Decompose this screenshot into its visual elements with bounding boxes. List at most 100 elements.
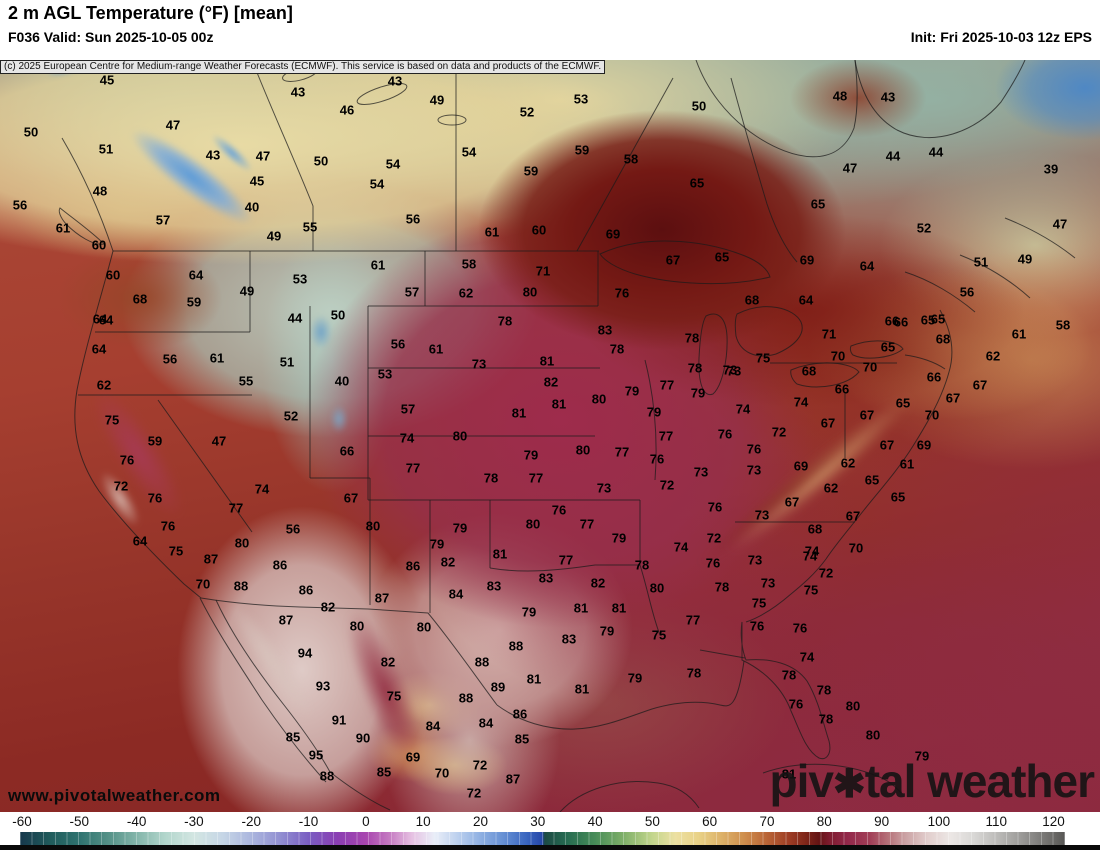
temp-value-label: 73 — [596, 480, 612, 496]
temp-value-label: 61 — [428, 341, 444, 357]
temp-value-label: 86 — [272, 557, 288, 573]
temp-value-label: 81 — [539, 353, 555, 369]
temp-value-label: 88 — [233, 578, 249, 594]
temp-value-label: 80 — [522, 284, 538, 300]
colorbar-tick-label: -20 — [241, 814, 261, 829]
temp-value-label: 80 — [234, 535, 250, 551]
temp-value-label: 67 — [665, 252, 681, 268]
temp-value-label: 51 — [98, 141, 114, 157]
temp-value-label: 44 — [885, 148, 901, 164]
temp-value-label: 59 — [574, 142, 590, 158]
temp-value-label: 73 — [471, 356, 487, 372]
bottom-black-bar — [0, 845, 1100, 850]
temp-value-label: 77 — [405, 460, 421, 476]
temp-value-label: 68 — [807, 521, 823, 537]
field-blob-wyoming-cold — [310, 315, 332, 349]
temp-value-label: 78 — [781, 667, 797, 683]
init-time-label: Init: Fri 2025-10-03 12z EPS — [910, 29, 1092, 45]
temp-value-label: 71 — [535, 263, 551, 279]
temp-value-label: 74 — [399, 430, 415, 446]
temp-value-label: 78 — [684, 330, 700, 346]
temp-value-label: 87 — [374, 590, 390, 606]
temp-value-label: 56 — [959, 284, 975, 300]
temp-value-label: 64 — [91, 341, 107, 357]
temp-value-label: 61 — [209, 350, 225, 366]
temp-value-label: 53 — [573, 91, 589, 107]
colorbar-tick-label: 0 — [362, 814, 370, 829]
colorbar-tick-label: -60 — [12, 814, 32, 829]
temp-value-label: 65 — [880, 339, 896, 355]
temp-value-label: 78 — [816, 682, 832, 698]
temp-value-label: 66 — [884, 313, 900, 329]
temp-value-label: 78 — [818, 711, 834, 727]
temp-value-label: 49 — [429, 92, 445, 108]
temp-value-label: 77 — [579, 516, 595, 532]
temp-value-label: 80 — [575, 442, 591, 458]
temp-value-label: 75 — [803, 582, 819, 598]
temp-value-label: 45 — [99, 72, 115, 88]
temp-value-label: 65 — [890, 489, 906, 505]
temp-value-label: 77 — [685, 612, 701, 628]
temp-value-label: 66 — [893, 314, 909, 330]
temp-value-label: 52 — [519, 104, 535, 120]
colorbar-tick-label: 90 — [874, 814, 890, 829]
temp-value-label: 77 — [614, 444, 630, 460]
temp-value-label: 86 — [405, 558, 421, 574]
temp-value-label: 51 — [279, 354, 295, 370]
temp-value-label: 56 — [285, 521, 301, 537]
temp-value-label: 61 — [370, 257, 386, 273]
temp-value-label: 55 — [302, 219, 318, 235]
temp-value-label: 81 — [573, 600, 589, 616]
temp-value-label: 65 — [920, 312, 936, 328]
temp-value-label: 60 — [91, 237, 107, 253]
temp-value-label: 70 — [195, 576, 211, 592]
temp-value-label: 86 — [512, 706, 528, 722]
temp-value-label: 64 — [188, 267, 204, 283]
temp-value-label: 39 — [1043, 161, 1059, 177]
temp-value-label: 88 — [508, 638, 524, 654]
temp-value-label: 44 — [928, 144, 944, 160]
temp-value-label: 79 — [627, 670, 643, 686]
temp-value-label: 43 — [387, 73, 403, 89]
temp-value-label: 79 — [646, 404, 662, 420]
temp-value-label: 72 — [706, 530, 722, 546]
temp-value-label: 64 — [132, 533, 148, 549]
temp-value-label: 65 — [810, 196, 826, 212]
temp-value-label: 75 — [386, 688, 402, 704]
temp-value-label: 48 — [92, 183, 108, 199]
temp-value-label: 43 — [205, 147, 221, 163]
temp-value-label: 74 — [799, 649, 815, 665]
temp-value-label: 76 — [717, 426, 733, 442]
temp-value-label: 84 — [448, 586, 464, 602]
temp-value-label: 79 — [521, 604, 537, 620]
temp-value-label: 73 — [693, 464, 709, 480]
temp-value-label: 73 — [746, 462, 762, 478]
temp-value-label: 81 — [492, 546, 508, 562]
temp-value-label: 78 — [483, 470, 499, 486]
brand-text-left: piv — [769, 755, 833, 807]
temp-value-label: 80 — [452, 428, 468, 444]
field-blob-colorado-cold — [330, 405, 348, 433]
temp-value-label: 75 — [168, 543, 184, 559]
temp-value-label: 82 — [590, 575, 606, 591]
temp-value-label: 67 — [879, 437, 895, 453]
colorbar-tick-label: 50 — [644, 814, 660, 829]
colorbar: -60 -50 -40 -30 -20 -10 0 10 20 30 40 50 60 70 80 90 100… — [0, 812, 1100, 850]
temp-value-label: 83 — [486, 578, 502, 594]
temp-value-label: 83 — [597, 322, 613, 338]
temp-value-label: 76 — [707, 499, 723, 515]
temp-value-label: 64 — [98, 312, 114, 328]
temp-value-label: 76 — [746, 441, 762, 457]
temp-value-label: 91 — [331, 712, 347, 728]
temp-value-label: 57 — [155, 212, 171, 228]
temp-value-label: 80 — [591, 391, 607, 407]
colorbar-tick-label: 20 — [472, 814, 488, 829]
colorbar-tick-label: 120 — [1042, 814, 1065, 829]
temp-value-label: 48 — [832, 88, 848, 104]
temp-value-label: 55 — [238, 373, 254, 389]
temp-value-label: 73 — [760, 575, 776, 591]
temp-value-label: 74 — [804, 543, 820, 559]
temp-value-label: 76 — [749, 618, 765, 634]
temp-value-label: 53 — [292, 271, 308, 287]
temp-value-label: 73 — [726, 363, 742, 379]
